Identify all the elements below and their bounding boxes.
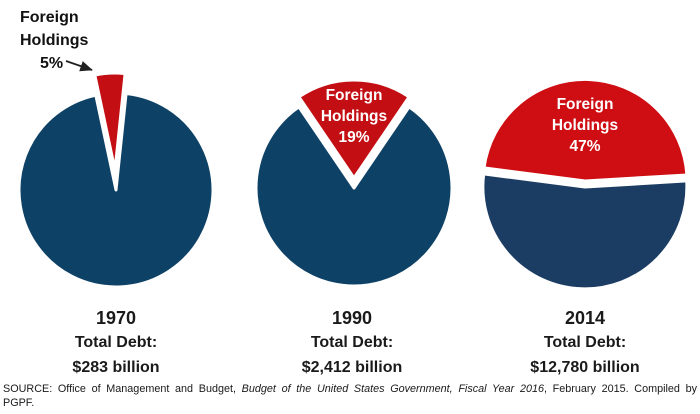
axis-label-2014: 2014 Total Debt: $12,780 billion (477, 306, 693, 380)
slice-label-1990: Foreign Holdings 19% (274, 85, 434, 148)
callout-label-1970: Foreign Holdings 5% (20, 6, 130, 75)
foreign-holdings-slice-2014 (482, 77, 689, 183)
callout-line: Holdings (20, 32, 89, 49)
callout-line: Foreign (20, 9, 79, 26)
slice-label-line: Holdings (320, 108, 388, 125)
slice-label-2014: Foreign Holdings 47% (505, 94, 665, 157)
foreign-holdings-slice-1970 (93, 71, 127, 172)
remainder-slice-1990 (254, 105, 454, 288)
source-citation: Budget of the United States Government, … (241, 383, 544, 395)
axis-label-1970: 1970 Total Debt: $283 billion (8, 306, 224, 380)
source-suffix: , February 2015. Compiled by (543, 383, 698, 395)
slice-label-percent: 47% (569, 138, 601, 155)
slice-label-percent: 19% (338, 129, 370, 146)
pie-1970 (17, 71, 215, 289)
slice-label-line: Foreign (325, 87, 383, 104)
source-line-1: SOURCE: Office of Management and Budget,… (3, 382, 697, 396)
total-debt-label: Total Debt: (543, 334, 627, 351)
year-label: 1970 (95, 308, 137, 328)
slice-label-line: Holdings (551, 117, 619, 134)
axis-label-1990: 1990 Total Debt: $2,412 billion (244, 306, 460, 380)
total-debt-value: $2,412 billion (301, 359, 403, 376)
year-label: 2014 (564, 308, 606, 328)
total-debt-value: $283 billion (72, 359, 160, 376)
slice-label-line: Foreign (556, 96, 614, 113)
source-prefix: SOURCE: Office of Management and Budget, (3, 383, 242, 395)
pie-2014 (481, 77, 689, 291)
year-label: 1990 (331, 308, 373, 328)
foreign-holdings-slice-1990 (297, 78, 411, 180)
remainder-slice-1970 (17, 92, 215, 289)
pie-1990 (254, 78, 454, 288)
total-debt-label: Total Debt: (74, 334, 158, 351)
source-line-2: PGPF. (3, 397, 35, 409)
total-debt-label: Total Debt: (310, 334, 394, 351)
remainder-slice-2014 (481, 172, 689, 291)
callout-percent: 5% (40, 55, 64, 72)
callout-arrow (65, 60, 93, 72)
source-note: SOURCE: Office of Management and Budget,… (3, 382, 697, 410)
total-debt-value: $12,780 billion (530, 359, 640, 376)
